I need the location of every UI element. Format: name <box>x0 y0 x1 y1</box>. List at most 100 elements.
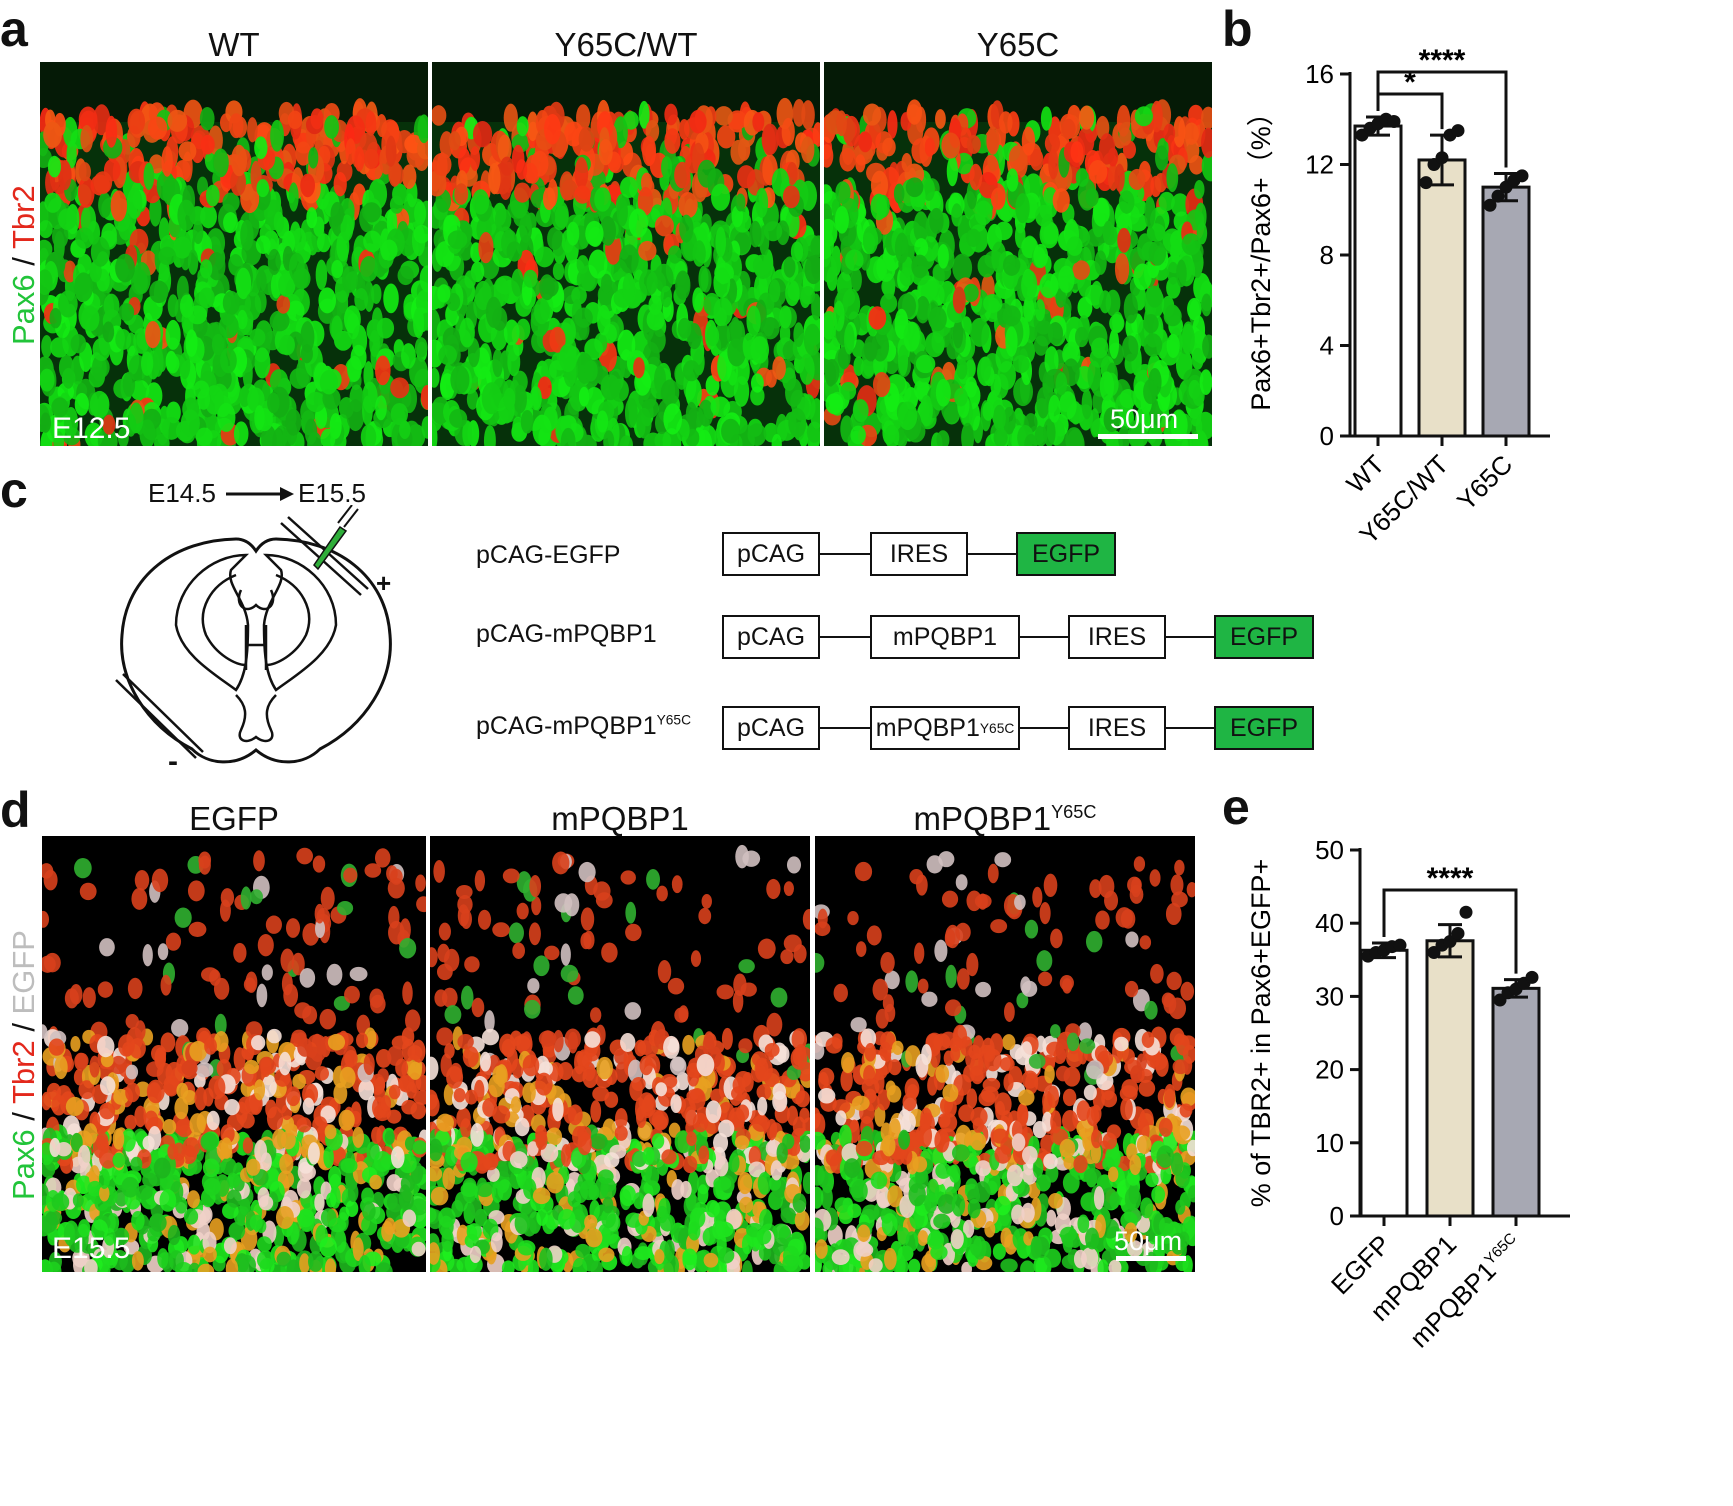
nucleus <box>678 1005 689 1023</box>
nucleus <box>441 987 458 1008</box>
nucleus <box>474 280 492 311</box>
nucleus <box>497 134 512 163</box>
nucleus <box>97 1035 115 1058</box>
nucleus <box>772 1083 787 1100</box>
nucleus <box>810 398 820 430</box>
nucleus <box>1021 269 1038 301</box>
nucleus <box>804 255 820 285</box>
nucleus <box>937 244 949 269</box>
nucleus <box>710 1088 725 1103</box>
nucleus <box>432 170 447 197</box>
nucleus <box>444 1043 455 1059</box>
nucleus <box>781 117 795 147</box>
nucleus <box>574 307 593 328</box>
nucleus <box>766 878 781 900</box>
nucleus <box>850 425 866 445</box>
nucleus <box>1202 334 1212 359</box>
nucleus <box>549 326 566 353</box>
nucleus <box>360 424 377 446</box>
nucleus <box>163 1078 178 1096</box>
nucleus <box>558 343 577 373</box>
nucleus <box>128 402 144 434</box>
nucleus <box>664 128 681 154</box>
nucleus <box>213 1031 229 1053</box>
nucleus <box>42 1215 57 1234</box>
nucleus <box>456 884 473 900</box>
nucleus <box>539 274 555 301</box>
nucleus <box>478 232 494 264</box>
nucleus <box>448 131 461 151</box>
nucleus <box>188 921 207 937</box>
nucleus <box>197 1263 215 1272</box>
nucleus <box>1050 928 1063 949</box>
nucleus <box>1052 188 1070 213</box>
nucleus <box>66 140 77 169</box>
nucleus <box>246 1158 261 1176</box>
nucleus <box>176 1082 189 1099</box>
nucleus <box>265 915 282 934</box>
nucleus <box>511 268 524 297</box>
nucleus <box>381 1221 394 1242</box>
nucleus <box>146 1079 165 1104</box>
nucleus <box>677 317 692 339</box>
nucleus <box>442 1167 456 1190</box>
nucleus <box>254 1139 268 1163</box>
nucleus <box>535 1130 548 1150</box>
nucleus <box>620 870 636 885</box>
nucleus <box>420 384 428 410</box>
nucleus <box>1043 418 1056 446</box>
nucleus <box>730 139 747 165</box>
nucleus <box>760 316 780 340</box>
nucleus <box>276 295 291 314</box>
nucleus <box>903 321 920 352</box>
nucleus <box>220 347 237 374</box>
nucleus <box>430 1138 443 1162</box>
nucleus <box>369 1174 382 1190</box>
nucleus <box>1039 221 1059 249</box>
nucleus <box>447 230 468 250</box>
nucleus <box>741 1234 753 1255</box>
nucleus <box>167 109 188 133</box>
nucleus <box>1059 391 1077 420</box>
nucleus <box>1034 320 1054 347</box>
nucleus <box>639 269 658 296</box>
nucleus <box>295 141 312 166</box>
nucleus <box>692 1112 709 1133</box>
nucleus <box>840 415 854 443</box>
nucleus <box>1032 886 1043 908</box>
nucleus <box>664 103 678 126</box>
data-point <box>1451 124 1465 138</box>
nucleus <box>70 334 87 354</box>
nucleus <box>503 319 520 346</box>
nucleus <box>897 344 909 377</box>
nucleus <box>331 260 344 279</box>
nucleus <box>389 868 403 885</box>
nucleus <box>713 297 733 326</box>
nucleus <box>81 306 100 332</box>
nucleus <box>1187 297 1202 321</box>
nucleus <box>212 148 229 178</box>
nucleus <box>966 135 981 155</box>
nucleus <box>636 407 652 439</box>
nucleus <box>432 105 447 126</box>
nucleus <box>780 1207 796 1224</box>
nucleus <box>993 427 1008 446</box>
nucleus <box>863 335 878 362</box>
nucleus <box>58 160 72 191</box>
nucleus <box>307 1250 324 1272</box>
nucleus <box>267 248 281 275</box>
nucleus <box>200 134 215 155</box>
nucleus <box>402 1209 417 1227</box>
nucleus <box>147 1126 162 1150</box>
nucleus <box>79 882 97 901</box>
nucleus <box>739 1196 754 1214</box>
nucleus <box>638 100 650 129</box>
nucleus <box>1148 241 1167 266</box>
nucleus <box>936 430 950 446</box>
nucleus <box>490 1232 503 1253</box>
nucleus <box>315 259 328 291</box>
chart-b: 0481216Pax6+Tbr2+/Pax6+（%）WTY65C/WTY65C*… <box>1246 44 1550 550</box>
nucleus <box>185 329 198 357</box>
nucleus <box>660 379 680 406</box>
nucleus <box>990 187 1006 210</box>
